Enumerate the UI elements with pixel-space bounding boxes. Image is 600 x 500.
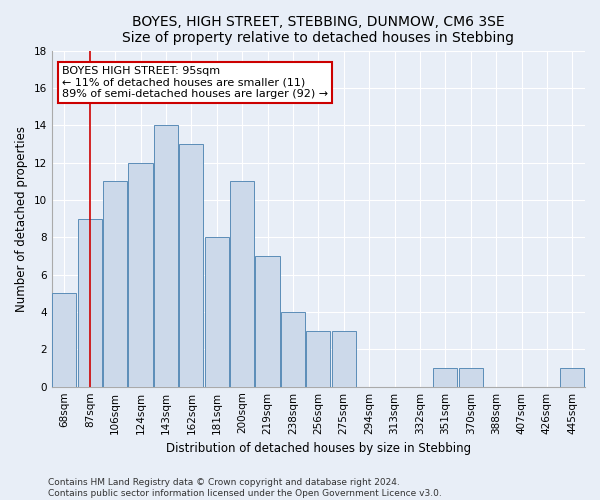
Bar	[560, 368, 584, 386]
Bar	[433, 368, 457, 386]
Bar	[205, 238, 229, 386]
X-axis label: Distribution of detached houses by size in Stebbing: Distribution of detached houses by size …	[166, 442, 471, 455]
Bar	[281, 312, 305, 386]
Bar	[458, 368, 483, 386]
Y-axis label: Number of detached properties: Number of detached properties	[15, 126, 28, 312]
Bar	[230, 182, 254, 386]
Bar	[52, 294, 76, 386]
Bar	[332, 330, 356, 386]
Bar	[154, 125, 178, 386]
Bar	[306, 330, 331, 386]
Text: BOYES HIGH STREET: 95sqm
← 11% of detached houses are smaller (11)
89% of semi-d: BOYES HIGH STREET: 95sqm ← 11% of detach…	[62, 66, 328, 99]
Title: BOYES, HIGH STREET, STEBBING, DUNMOW, CM6 3SE
Size of property relative to detac: BOYES, HIGH STREET, STEBBING, DUNMOW, CM…	[122, 15, 514, 45]
Bar	[256, 256, 280, 386]
Bar	[77, 218, 102, 386]
Bar	[103, 182, 127, 386]
Bar	[128, 162, 152, 386]
Bar	[179, 144, 203, 386]
Text: Contains HM Land Registry data © Crown copyright and database right 2024.
Contai: Contains HM Land Registry data © Crown c…	[48, 478, 442, 498]
